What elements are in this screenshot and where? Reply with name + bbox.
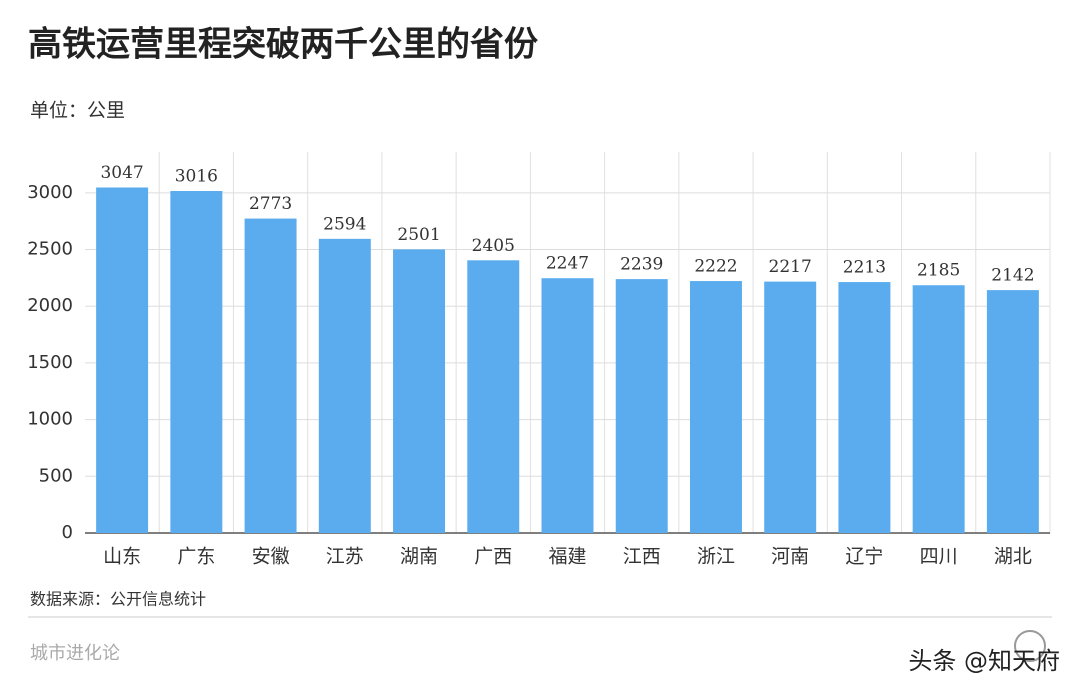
x-tick-label: 广西	[474, 546, 512, 568]
bar	[986, 290, 1039, 533]
x-tick-label: 湖南	[400, 546, 438, 568]
x-tick-label: 江西	[623, 546, 661, 568]
y-tick-label: 1500	[27, 352, 73, 373]
watermark: 头条 @知天府	[908, 647, 1060, 675]
x-tick-label: 湖北	[994, 546, 1032, 568]
source-note: 数据来源：公开信息统计	[30, 590, 206, 609]
y-tick-label: 500	[39, 465, 73, 486]
x-tick-label: 广东	[177, 546, 215, 568]
plot-area: 0 500 1000 1500 2000 2500 3000 3047 山东 3016 广东 2773…	[27, 152, 1051, 568]
bar	[467, 260, 520, 533]
bar	[393, 249, 446, 533]
chart-title: 高铁运营里程突破两千公里的省份	[28, 25, 538, 65]
bar	[170, 191, 223, 533]
bar	[912, 285, 965, 533]
data-label: 2405	[472, 236, 515, 256]
data-label: 2239	[620, 255, 663, 275]
bar	[318, 238, 371, 533]
bar	[838, 282, 891, 533]
x-tick-label: 浙江	[697, 546, 735, 568]
x-tick-label: 福建	[548, 546, 586, 568]
data-label: 2142	[991, 266, 1034, 286]
chart-subtitle: 单位：公里	[30, 100, 125, 122]
x-tick-label: 山东	[103, 546, 141, 568]
x-tick-label: 河南	[771, 546, 809, 568]
bar	[689, 281, 742, 533]
y-tick-label: 3000	[27, 182, 73, 203]
data-label: 2501	[397, 225, 440, 245]
data-label: 3047	[100, 163, 143, 183]
data-label: 2213	[843, 258, 886, 278]
data-label: 2247	[546, 254, 589, 274]
data-label: 2222	[694, 257, 737, 277]
bar	[244, 218, 297, 534]
bar	[615, 279, 668, 533]
bar	[96, 187, 149, 534]
data-label: 2773	[249, 194, 292, 214]
brand: 城市进化论	[30, 643, 120, 664]
data-label: 3016	[175, 167, 218, 187]
x-tick-label: 江苏	[326, 546, 364, 568]
x-tick-label: 辽宁	[845, 546, 883, 568]
bar	[764, 281, 817, 533]
x-tick-label: 安徽	[252, 546, 290, 568]
x-tick-label: 四川	[920, 546, 958, 568]
y-tick-label: 2000	[27, 295, 73, 316]
bar	[541, 278, 594, 533]
y-tick-label: 2500	[27, 239, 73, 260]
y-tick-label: 1000	[27, 409, 73, 430]
data-label: 2185	[917, 261, 960, 281]
watermark-icon	[1014, 630, 1046, 662]
y-tick-label: 0	[62, 522, 73, 543]
data-label: 2217	[769, 257, 812, 277]
data-label: 2594	[323, 214, 366, 234]
